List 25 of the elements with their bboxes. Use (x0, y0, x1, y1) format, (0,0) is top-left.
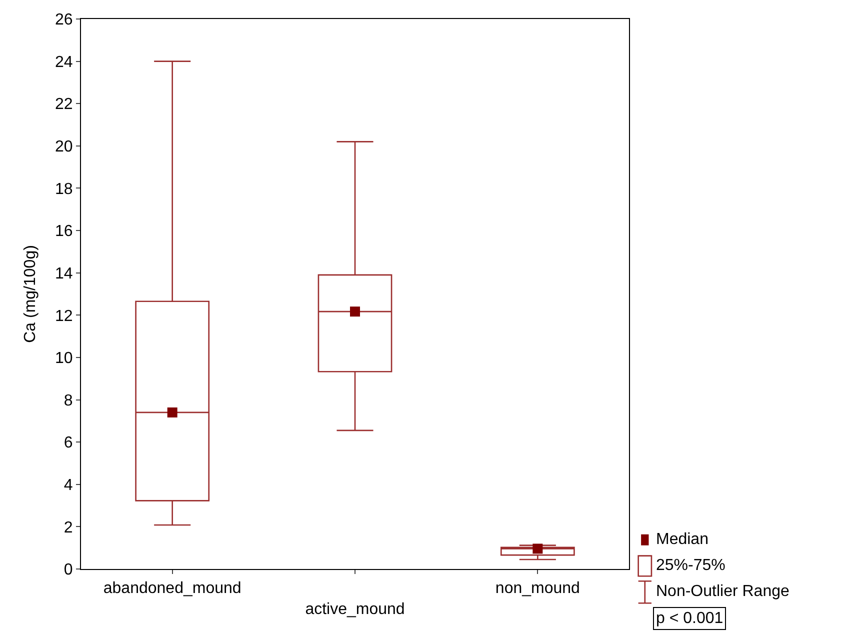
y-tick-label: 0 (64, 562, 73, 579)
point (350, 306, 360, 317)
y-tick-label: 10 (55, 350, 73, 368)
y-tick-label: 16 (55, 223, 73, 240)
x-tick-label: abandoned_mound (103, 580, 242, 598)
y-tick-label: 24 (55, 54, 73, 71)
y-axis-title: Ca (mg/100g) (22, 245, 39, 343)
text: 25%-75% (656, 557, 726, 574)
y-tick-label: 6 (64, 434, 73, 452)
y-tick-label: 4 (64, 476, 73, 494)
point (167, 407, 178, 418)
x-tick-label: active_mound (305, 601, 405, 618)
y-tick-label: 2 (64, 519, 73, 536)
x-tick-label: non_mound (495, 580, 580, 598)
y-tick-label: 20 (55, 138, 73, 156)
y-tick-label: 8 (64, 392, 73, 410)
text: Median (656, 531, 708, 548)
text: p < 0.001 (656, 610, 724, 627)
point (532, 544, 543, 554)
y-tick-label: 18 (55, 180, 73, 198)
y-tick-label: 26 (55, 12, 73, 29)
y-tick-label: 12 (55, 308, 73, 325)
y-tick-label: 14 (55, 265, 73, 282)
y-tick-label: 22 (55, 96, 73, 114)
text: Non-Outlier Range (656, 583, 790, 600)
